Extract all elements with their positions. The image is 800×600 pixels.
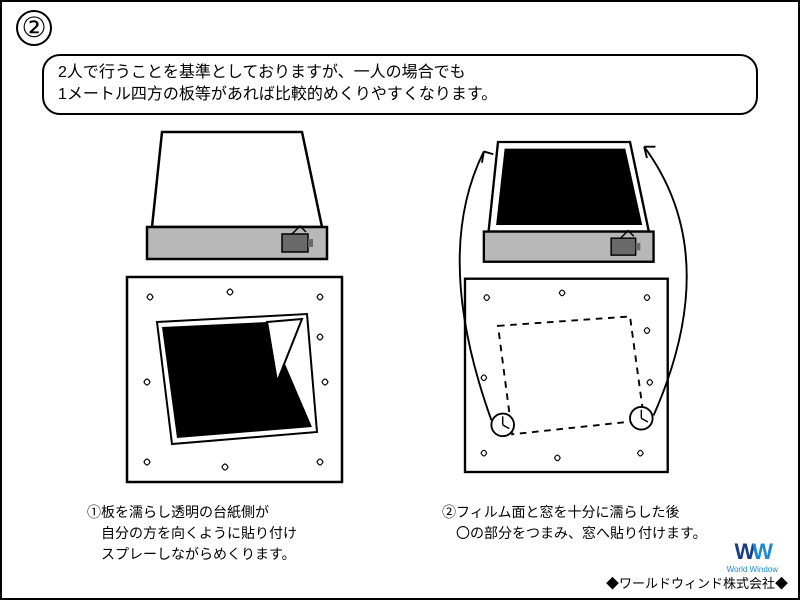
step-number: ②	[16, 10, 52, 46]
logo: WW World Window	[727, 539, 778, 574]
diagram-left	[72, 122, 402, 492]
caption-right: ②フィルム面と窓を十分に濡らした後 〇の部分をつまみ、窓へ貼り付けます。	[442, 502, 707, 544]
diagram-right	[432, 122, 762, 492]
footer: ◆ワールドウィンド株式会社◆	[606, 573, 788, 592]
spray-bottle-icon	[147, 132, 327, 259]
window-with-film	[484, 142, 654, 262]
board-dashed	[465, 279, 668, 472]
board-with-film	[127, 277, 342, 482]
header-instruction: 2人で行うことを基準としておりますが、一人の場合でも1メートル四方の板等があれば…	[42, 54, 758, 115]
caption-left: ①板を濡らし透明の台紙側が 自分の方を向くように貼り付け スプレーしながらめくり…	[87, 502, 297, 565]
